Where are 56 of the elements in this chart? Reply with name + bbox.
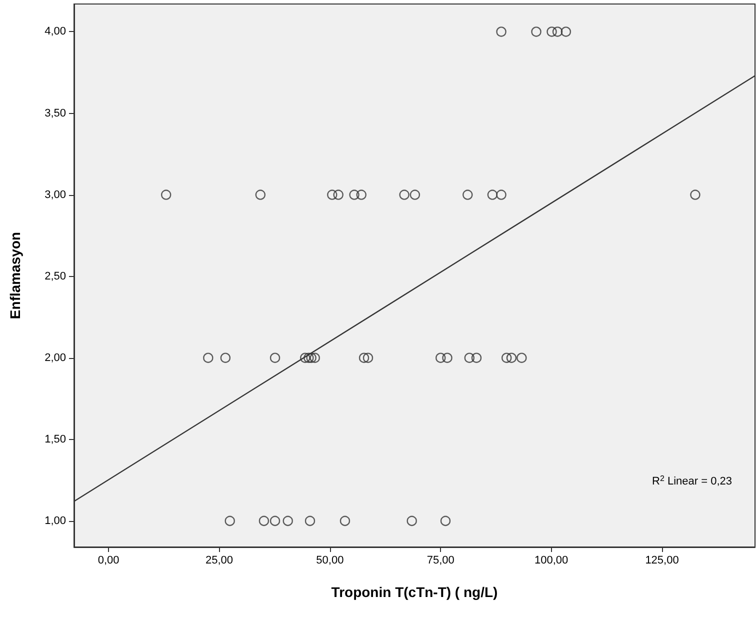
point [300, 352, 310, 363]
point [161, 190, 172, 200]
point [203, 352, 214, 363]
point [270, 352, 280, 363]
point [224, 516, 235, 526]
point [258, 516, 270, 526]
point [220, 352, 231, 363]
point [560, 26, 572, 37]
point [349, 190, 360, 200]
point [270, 516, 280, 526]
point [340, 516, 350, 526]
point [690, 190, 700, 200]
y-axis-title: Enflamasyon [7, 232, 23, 320]
point [310, 352, 320, 363]
point [399, 190, 410, 200]
point [327, 190, 338, 200]
y-tick-label: 3,00 [44, 188, 66, 201]
x-tick-label: 125,00 [645, 554, 679, 566]
x-tick-label: 25,00 [205, 554, 233, 566]
y-tick-label: 1,00 [44, 514, 66, 527]
point [531, 26, 542, 37]
y-tick-label: 4,00 [44, 26, 66, 38]
point [502, 352, 512, 363]
point [255, 190, 266, 200]
y-tick-label: 2,50 [44, 270, 66, 282]
point [406, 516, 417, 526]
point [362, 352, 374, 363]
x-tick-label: 100,00 [534, 554, 568, 566]
x-tick-label: 50,00 [316, 554, 344, 566]
point [304, 352, 314, 363]
y-tick-label: 1,50 [44, 433, 66, 446]
x-tick-label: 0,00 [98, 554, 120, 566]
point [464, 352, 475, 363]
point [496, 190, 506, 200]
point [282, 516, 293, 526]
x-axis-title: Troponin T(cTn-T) ( ng/L) [331, 584, 498, 600]
point [436, 352, 446, 363]
point [358, 352, 370, 363]
y-tick-label: 3,50 [44, 107, 66, 120]
point [442, 352, 452, 363]
point [356, 190, 366, 200]
point [471, 352, 482, 363]
point [496, 26, 506, 37]
point [462, 190, 473, 200]
point [410, 190, 420, 200]
point [516, 352, 527, 363]
point [552, 26, 563, 37]
y-tick-label: 2,00 [44, 352, 66, 364]
point [546, 26, 557, 37]
x-tick-label: 75,00 [426, 554, 454, 566]
point [440, 516, 451, 526]
point [306, 352, 316, 363]
point [487, 190, 498, 200]
point [333, 190, 344, 200]
point [304, 516, 316, 526]
point [506, 352, 517, 363]
